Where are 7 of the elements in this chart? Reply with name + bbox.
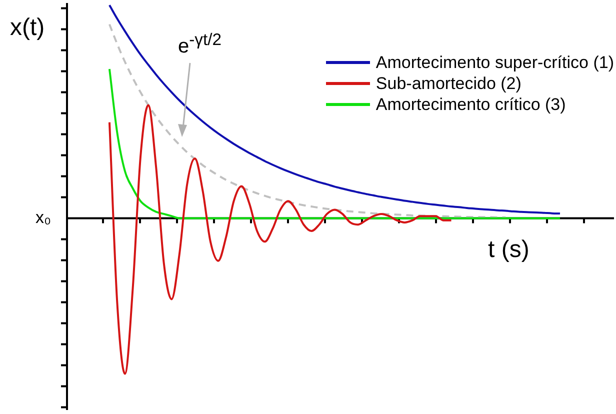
- annotation: e$^{-γt/2}$: [178, 30, 222, 59]
- x-axis-title: t (s): [488, 236, 530, 264]
- legend-label: Sub-amortecido (2): [376, 73, 522, 94]
- legend-label: Amortecimento crítico (3): [376, 94, 566, 115]
- y-axis-title: x(t): [10, 14, 45, 42]
- legend-label: Amortecimento super-crítico (1): [376, 52, 614, 73]
- text: x₀: [35, 208, 51, 227]
